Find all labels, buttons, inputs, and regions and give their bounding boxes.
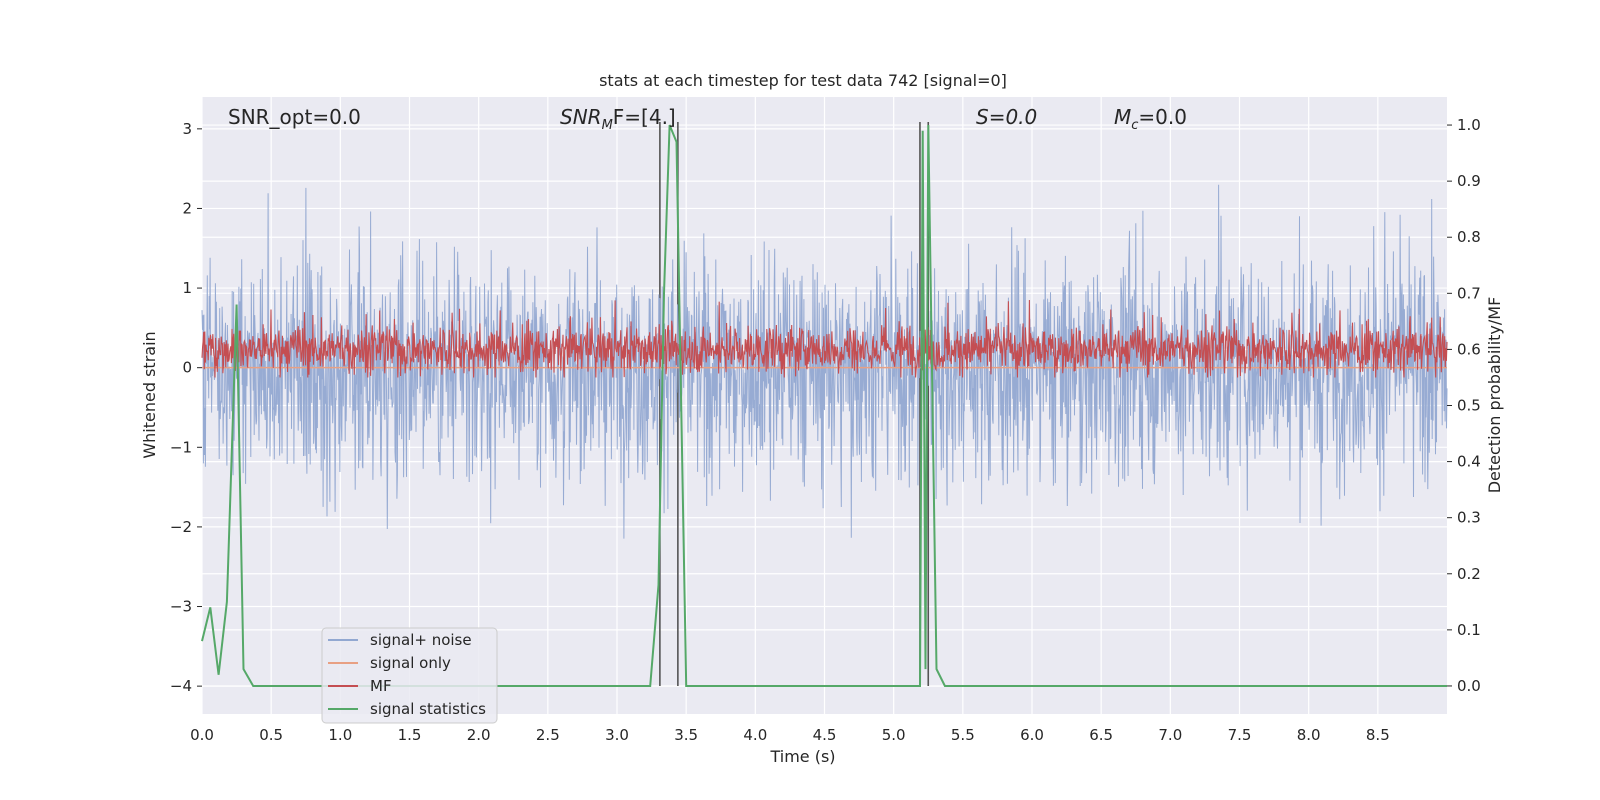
annotation-snr-mf-main: SNR	[560, 105, 602, 129]
y-axis-label: Whitened strain	[140, 331, 159, 458]
y-right-tick-label: 0.6	[1457, 340, 1481, 358]
x-axis-label: Time (s)	[769, 747, 835, 766]
annotation-mc-sub: c	[1131, 118, 1138, 133]
y-right-tick-label: 0.3	[1457, 509, 1481, 527]
y-tick-label: −4	[170, 677, 192, 695]
x-tick-label: 1.5	[398, 726, 422, 744]
y-right-tick-label: 0.1	[1457, 621, 1481, 639]
x-tick-label: 1.0	[328, 726, 352, 744]
y-tick-label: 2	[182, 199, 192, 217]
legend-label-signal-noise: signal+ noise	[370, 631, 472, 649]
x-tick-label: 6.5	[1089, 726, 1113, 744]
y-tick-label: −1	[170, 438, 192, 456]
y-right-tick-label: 0.5	[1457, 397, 1481, 415]
y-right-tick-label: 0.0	[1457, 677, 1481, 695]
y-right-tick-label: 0.8	[1457, 228, 1481, 246]
annotation-mc: Mc=0.0	[1114, 105, 1187, 133]
y-tick-label: 3	[182, 120, 192, 138]
x-tick-label: 2.0	[467, 726, 491, 744]
x-tick-label: 5.0	[882, 726, 906, 744]
annotation-mc-main: M	[1114, 105, 1131, 129]
y-tick-label: −2	[170, 518, 192, 536]
annotation-snr-opt: SNR_opt=0.0	[228, 105, 361, 129]
annotation-snr-mf: SNRMF=[4.]	[560, 105, 676, 133]
x-tick-label: 0.0	[190, 726, 214, 744]
chart-title: stats at each timestep for test data 742…	[599, 71, 1007, 90]
legend-label-signal-only: signal only	[370, 654, 451, 672]
series-signal-statistics	[201, 124, 1447, 687]
annotation-snr-mf-sub: M	[602, 118, 613, 133]
x-tick-label: 4.5	[813, 726, 837, 744]
x-tick-label: 7.5	[1228, 726, 1252, 744]
x-tick-label: 2.5	[536, 726, 560, 744]
legend-label-mf: MF	[370, 677, 392, 695]
x-tick-label: 4.0	[743, 726, 767, 744]
series-mf	[201, 299, 1448, 378]
legend: signal+ noise signal only MF signal stat…	[321, 627, 498, 724]
y-tick-label: −3	[170, 598, 192, 616]
x-tick-label: 3.0	[605, 726, 629, 744]
series-line-signal-statistics	[201, 124, 1447, 687]
x-tick-label: 5.5	[951, 726, 975, 744]
series-line-mf	[201, 299, 1448, 378]
x-tick-label: 8.5	[1366, 726, 1390, 744]
legend-label-signal-statistics: signal statistics	[370, 700, 486, 718]
y-right-tick-label: 0.2	[1457, 565, 1481, 583]
x-tick-label: 7.0	[1158, 726, 1182, 744]
x-tick-label: 8.0	[1297, 726, 1321, 744]
y-tick-label: 1	[182, 279, 192, 297]
annotation-mc-rest: =0.0	[1138, 105, 1187, 129]
y-right-axis-label: Detection probability/MF	[1485, 297, 1504, 494]
y-axis-ticks: 3 2 1 0 −1 −2 −3 −4	[170, 120, 202, 695]
y-right-tick-label: 0.7	[1457, 284, 1481, 302]
y-right-tick-label: 1.0	[1457, 116, 1481, 134]
annotation-s: S=0.0	[976, 105, 1037, 129]
x-tick-label: 3.5	[674, 726, 698, 744]
y-tick-label: 0	[182, 359, 192, 377]
y-right-axis-ticks: 1.0 0.9 0.8 0.7 0.6 0.5 0.4 0.3 0.2 0.1 0.0	[1447, 116, 1481, 695]
x-tick-label: 0.5	[259, 726, 283, 744]
y-right-tick-label: 0.4	[1457, 453, 1481, 471]
legend-box	[321, 627, 498, 724]
x-tick-label: 6.0	[1020, 726, 1044, 744]
annotation-snr-mf-rest: F=[4.]	[613, 105, 676, 129]
y-right-tick-label: 0.9	[1457, 172, 1481, 190]
x-axis-ticks: 0.0 0.5 1.0 1.5 2.0 2.5 3.0 3.5 4.0 4.5 5.0 5.5 6.0 6…	[190, 726, 1390, 744]
